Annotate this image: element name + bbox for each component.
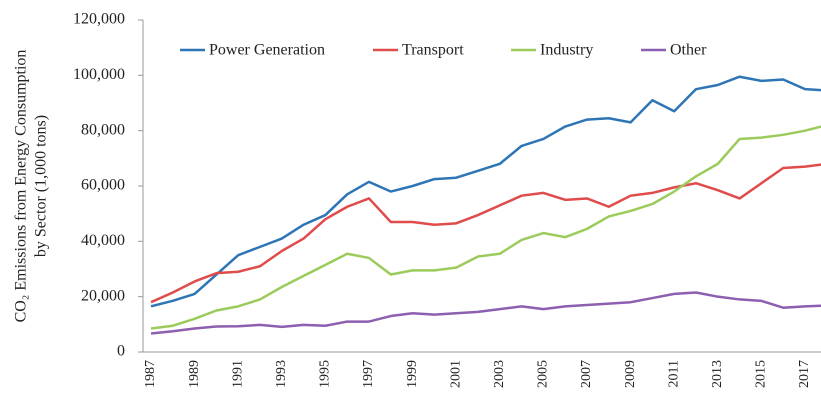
x-tick-label: 1991 bbox=[230, 360, 245, 388]
series-line bbox=[150, 75, 821, 308]
x-tick-label: 2015 bbox=[754, 360, 769, 388]
y-tick-label: 40,000 bbox=[81, 232, 125, 249]
x-tick-label: 2011 bbox=[666, 360, 681, 387]
x-tick-label: 2009 bbox=[623, 360, 638, 388]
legend-label: Transport bbox=[402, 42, 464, 59]
y-tick-label: 0 bbox=[117, 343, 125, 360]
y-tick-label: 100,000 bbox=[73, 66, 125, 83]
x-tick-label: 1995 bbox=[318, 360, 333, 388]
y-tick-label: 60,000 bbox=[81, 177, 125, 194]
series-line bbox=[150, 291, 821, 335]
x-tick-label: 1997 bbox=[361, 360, 376, 388]
legend-label: Other bbox=[670, 42, 707, 59]
x-tick-label: 2013 bbox=[710, 360, 725, 388]
y-tick-label: 20,000 bbox=[81, 287, 125, 304]
x-tick-label: 2017 bbox=[797, 360, 812, 388]
x-tick-label: 1999 bbox=[405, 360, 420, 388]
legend-label: Industry bbox=[540, 42, 593, 59]
x-tick-label: 1993 bbox=[274, 360, 289, 388]
x-tick-label: 2003 bbox=[492, 360, 507, 388]
x-tick-label: 2001 bbox=[448, 360, 463, 388]
x-tick-label: 1987 bbox=[143, 360, 158, 388]
legend-label: Power Generation bbox=[209, 42, 325, 59]
x-tick-label: 2005 bbox=[536, 360, 551, 388]
y-tick-label: 120,000 bbox=[73, 11, 125, 28]
y-tick-label: 80,000 bbox=[81, 121, 125, 138]
x-tick-label: 2007 bbox=[579, 360, 594, 388]
y-axis-label: CO₂ Emissions from Energy Consumption bbox=[13, 50, 30, 323]
plot bbox=[150, 75, 821, 335]
y-axis-label: by Sector (1,000 tons) bbox=[33, 115, 50, 257]
series-line bbox=[150, 163, 821, 304]
series-line bbox=[150, 125, 821, 330]
x-tick-label: 1989 bbox=[187, 360, 202, 388]
